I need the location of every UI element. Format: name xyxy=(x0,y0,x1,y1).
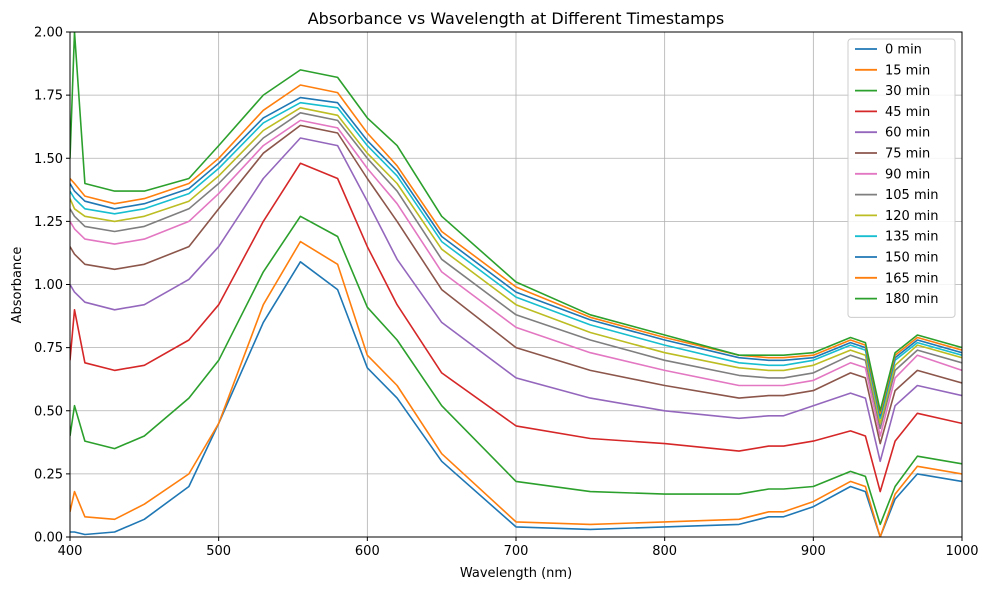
legend-label: 120 min xyxy=(885,209,938,224)
series-line xyxy=(70,101,962,420)
series-line xyxy=(70,32,962,412)
series-line xyxy=(70,137,962,463)
legend-label: 165 min xyxy=(885,271,938,286)
series-layer xyxy=(70,32,962,537)
y-tick-label: 0.00 xyxy=(34,531,63,546)
y-tick-label: 1.00 xyxy=(34,278,63,293)
legend-label: 0 min xyxy=(885,43,922,58)
series-line xyxy=(70,240,962,537)
chart-title: Absorbance vs Wavelength at Different Ti… xyxy=(308,9,725,28)
y-tick-label: 1.50 xyxy=(34,152,63,167)
series-line xyxy=(70,119,962,437)
legend-box xyxy=(847,38,956,318)
legend-label: 135 min xyxy=(885,230,938,245)
y-tick-label: 0.25 xyxy=(34,467,63,482)
series-line xyxy=(70,96,962,417)
series-line xyxy=(70,124,962,445)
legend-label: 15 min xyxy=(885,63,930,78)
x-axis: 400 500 600 700 800 900 1000 xyxy=(58,537,979,559)
x-tick-label: 1000 xyxy=(945,544,978,559)
series-line xyxy=(70,112,962,430)
series-line xyxy=(70,162,962,493)
legend-label: 75 min xyxy=(885,147,930,162)
x-tick-label: 400 xyxy=(58,544,83,559)
legend-label: 150 min xyxy=(885,251,938,266)
legend: 0 min 15 min 30 min 45 min 60 min 75 min 90 mi… xyxy=(847,38,956,318)
y-tick-label: 1.75 xyxy=(34,89,63,104)
x-tick-label: 700 xyxy=(504,544,529,559)
legend-label: 180 min xyxy=(885,292,938,307)
x-axis-label: Wavelength (nm) xyxy=(460,566,572,581)
y-tick-label: 0.50 xyxy=(34,404,63,419)
legend-label: 30 min xyxy=(885,84,930,99)
y-tick-label: 0.75 xyxy=(34,341,63,356)
y-tick-label: 2.00 xyxy=(34,26,63,41)
x-tick-label: 600 xyxy=(355,544,380,559)
legend-label: 90 min xyxy=(885,167,930,182)
grid xyxy=(69,31,963,538)
y-axis: 0.00 0.25 0.50 0.75 1.00 1.25 1.50 1.75 2.00 xyxy=(34,26,70,546)
x-tick-label: 500 xyxy=(206,544,231,559)
series-line xyxy=(70,107,962,425)
x-tick-label: 900 xyxy=(801,544,826,559)
series-line xyxy=(70,260,962,537)
series-line xyxy=(70,215,962,526)
legend-label: 105 min xyxy=(885,188,938,203)
y-tick-label: 1.25 xyxy=(34,215,63,230)
series-line xyxy=(70,84,962,415)
legend-label: 60 min xyxy=(885,126,930,141)
legend-label: 45 min xyxy=(885,105,930,120)
y-axis-label: Absorbance xyxy=(10,247,25,324)
x-tick-label: 800 xyxy=(652,544,677,559)
